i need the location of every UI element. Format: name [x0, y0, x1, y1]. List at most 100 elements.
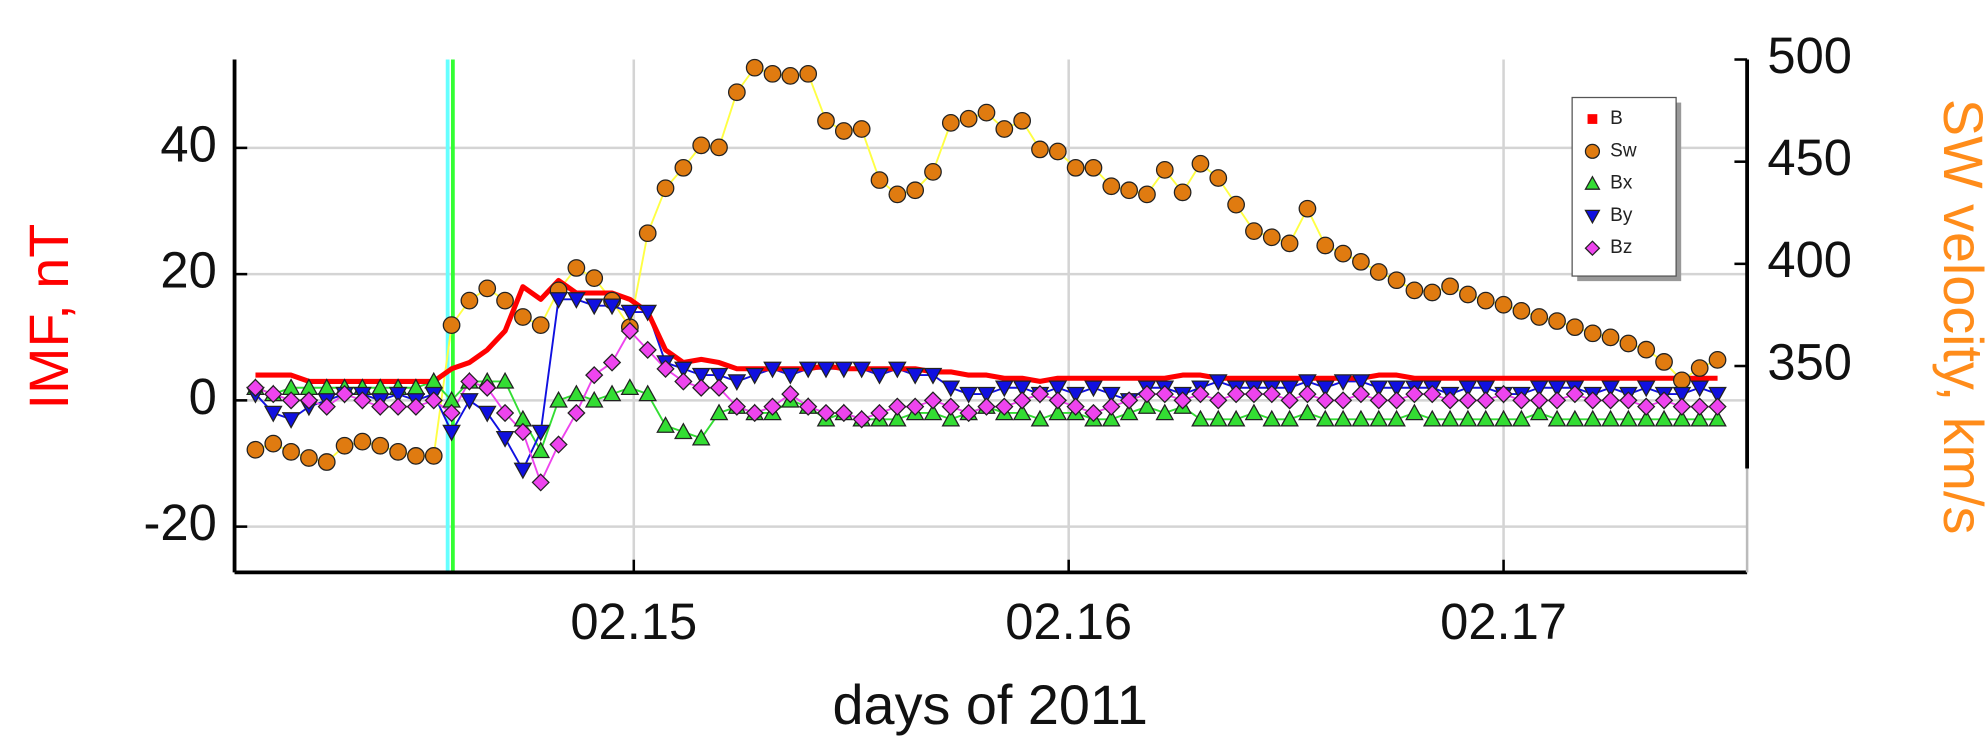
series-line: [255, 277, 1718, 384]
point: [1334, 244, 1352, 263]
point: [1672, 386, 1692, 404]
point: [1584, 240, 1601, 257]
point: [692, 378, 711, 397]
point: [959, 386, 978, 404]
point: [1672, 397, 1692, 416]
point: [531, 441, 551, 459]
point: [995, 397, 1014, 416]
point: [424, 391, 443, 410]
point: [1030, 409, 1050, 427]
point: [691, 428, 711, 446]
point: [495, 431, 515, 448]
point: [852, 120, 871, 138]
point: [549, 390, 568, 408]
point: [1369, 409, 1389, 427]
point: [585, 365, 604, 385]
point: [763, 64, 782, 83]
point: [727, 374, 747, 391]
point: [584, 390, 604, 408]
point: [1708, 409, 1727, 427]
point: [1708, 351, 1727, 369]
point: [1244, 384, 1264, 404]
point: [620, 378, 640, 395]
point: [906, 397, 925, 416]
point: [1352, 252, 1370, 271]
point: [1672, 371, 1691, 390]
point: [995, 120, 1014, 138]
point: [335, 384, 354, 404]
point: [1030, 384, 1050, 404]
point: [1547, 391, 1567, 410]
point: [638, 304, 658, 322]
point: [1048, 391, 1067, 410]
point: [674, 158, 693, 177]
point: [1191, 384, 1210, 404]
point: [281, 412, 301, 429]
point: [602, 298, 622, 316]
point: [1422, 409, 1442, 427]
point: [870, 171, 889, 189]
point: [656, 416, 675, 433]
point: [1708, 397, 1727, 416]
legend-label: B: [1610, 108, 1623, 129]
point: [1601, 391, 1620, 410]
point: [1262, 228, 1281, 247]
point: [1584, 175, 1601, 190]
point: [1387, 409, 1406, 427]
point: [317, 453, 336, 471]
point: [1101, 386, 1121, 404]
point: [674, 361, 693, 379]
point: [1583, 409, 1603, 427]
point: [602, 384, 622, 402]
point: [727, 83, 746, 102]
point: [1530, 391, 1549, 410]
point: [620, 321, 640, 341]
point: [1494, 384, 1513, 404]
point: [513, 462, 533, 480]
point: [1387, 391, 1406, 410]
point: [1584, 143, 1601, 159]
point: [567, 292, 586, 309]
point: [495, 371, 515, 389]
point: [923, 367, 943, 385]
point: [977, 386, 996, 404]
point: [1280, 409, 1299, 427]
point: [531, 424, 551, 442]
point: [1351, 374, 1371, 391]
point: [1333, 374, 1353, 391]
point: [1458, 391, 1478, 410]
point: [1547, 409, 1567, 427]
point: [1084, 158, 1103, 177]
point: [1227, 195, 1245, 214]
point: [1459, 285, 1477, 304]
point: [495, 403, 515, 423]
point: [710, 138, 728, 157]
point: [406, 397, 426, 416]
point: [1655, 353, 1673, 371]
point: [1583, 391, 1602, 410]
point: [1619, 409, 1638, 427]
point: [834, 361, 854, 379]
point: [514, 308, 532, 326]
point: [1280, 234, 1299, 253]
point: [531, 473, 550, 492]
point: [799, 397, 818, 416]
y2-tick-label: 400: [1767, 231, 1852, 288]
point: [300, 449, 318, 467]
point: [1244, 403, 1264, 421]
point: [1636, 409, 1656, 427]
point: [1298, 374, 1317, 391]
point: [799, 64, 818, 83]
point: [1672, 409, 1692, 427]
point: [263, 405, 283, 423]
point: [549, 292, 568, 309]
point: [1548, 312, 1566, 330]
point: [1476, 380, 1496, 398]
point: [442, 403, 461, 423]
point: [299, 391, 319, 410]
point: [1102, 177, 1121, 196]
point: [763, 361, 782, 379]
point: [1298, 199, 1317, 218]
legend-label: Sw: [1610, 140, 1637, 161]
